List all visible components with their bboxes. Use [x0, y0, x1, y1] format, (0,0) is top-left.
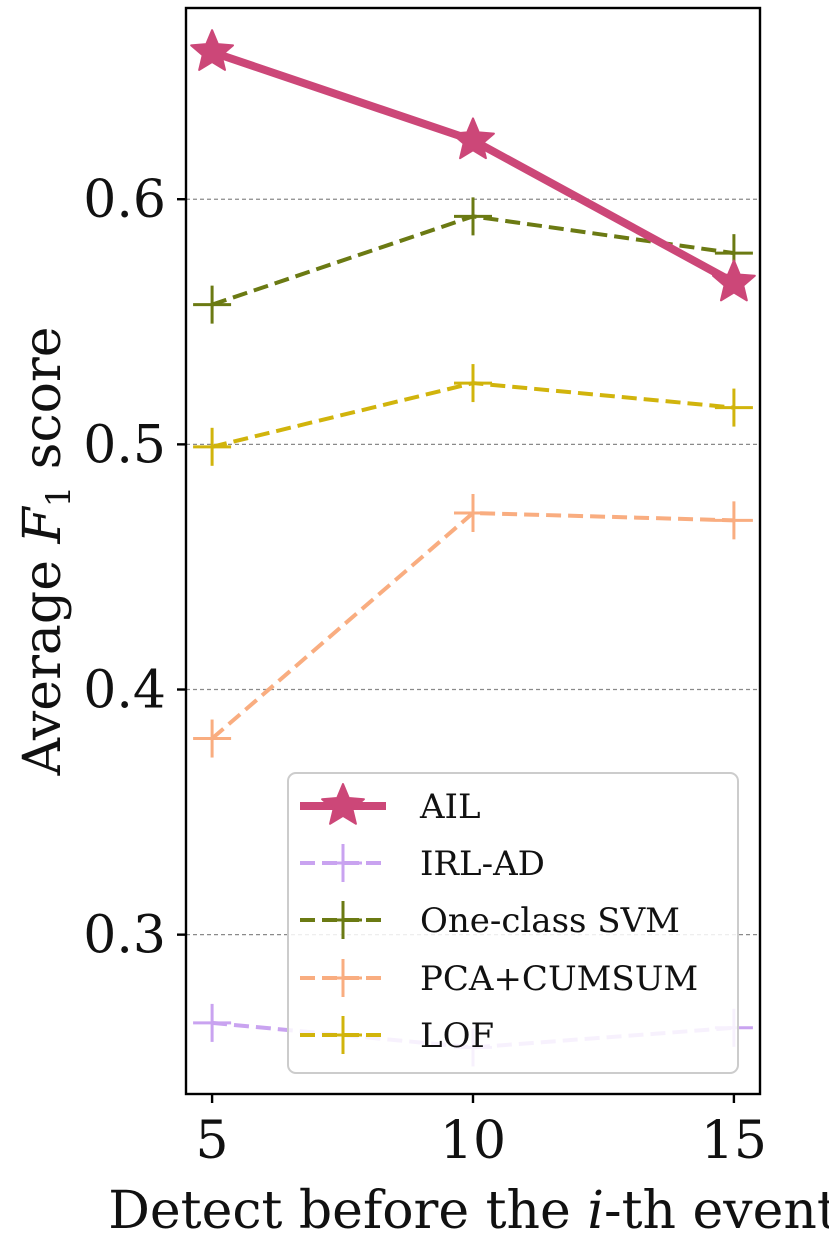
data-point — [454, 494, 492, 533]
data-point — [714, 388, 753, 427]
series-ail — [190, 29, 756, 302]
data-point — [454, 364, 492, 403]
legend-item: IRL-AD — [300, 844, 545, 884]
data-point — [193, 1003, 232, 1042]
legend-marker — [324, 901, 362, 939]
legend-label: AIL — [419, 787, 481, 827]
series-line — [208, 48, 738, 287]
legend-marker — [324, 1016, 362, 1054]
data-point — [454, 197, 492, 236]
data-point — [451, 117, 495, 160]
x-axis-ticks: 5 10 15 — [196, 1094, 767, 1171]
legend-label: IRL-AD — [420, 844, 545, 884]
legend-item: PCA+CUMSUM — [300, 959, 698, 999]
legend-label: LOF — [420, 1016, 494, 1056]
legend: AIL IRL-AD One-class SVM PCA+CUMSUM LOF — [287, 772, 739, 1074]
x-tick-label: 5 — [196, 1111, 229, 1171]
legend-marker — [321, 783, 365, 825]
data-point — [193, 427, 232, 466]
y-axis-label: Average F1 score — [13, 326, 79, 776]
data-point — [193, 719, 232, 758]
y-tick-label: 0.5 — [83, 415, 166, 475]
legend-label: One-class SVM — [420, 901, 680, 941]
legend-marker — [324, 844, 362, 882]
legend-label: PCA+CUMSUM — [420, 959, 698, 999]
data-point — [190, 29, 235, 71]
legend-box — [287, 772, 739, 1074]
y-axis-ticks: 0.3 0.4 0.5 0.6 — [83, 170, 186, 966]
data-point — [193, 285, 232, 324]
y-tick-label: 0.6 — [83, 170, 166, 230]
legend-marker — [324, 959, 362, 997]
data-point — [711, 259, 756, 302]
y-tick-label: 0.3 — [83, 906, 166, 966]
series-line — [210, 511, 734, 741]
y-tick-label: 0.4 — [83, 661, 166, 721]
series-lof — [193, 364, 753, 466]
legend-item: LOF — [300, 1016, 494, 1056]
x-tick-label: 10 — [440, 1111, 506, 1171]
series-one-class-svm — [193, 197, 753, 324]
series-layer — [190, 29, 756, 1067]
legend-item: One-class SVM — [300, 901, 680, 941]
legend-item: AIL — [300, 783, 481, 827]
x-axis-label: Detect before the i-th event — [108, 1181, 829, 1241]
data-point — [714, 501, 753, 540]
x-tick-label: 15 — [701, 1111, 767, 1171]
series-pca-cumsum — [193, 494, 753, 758]
